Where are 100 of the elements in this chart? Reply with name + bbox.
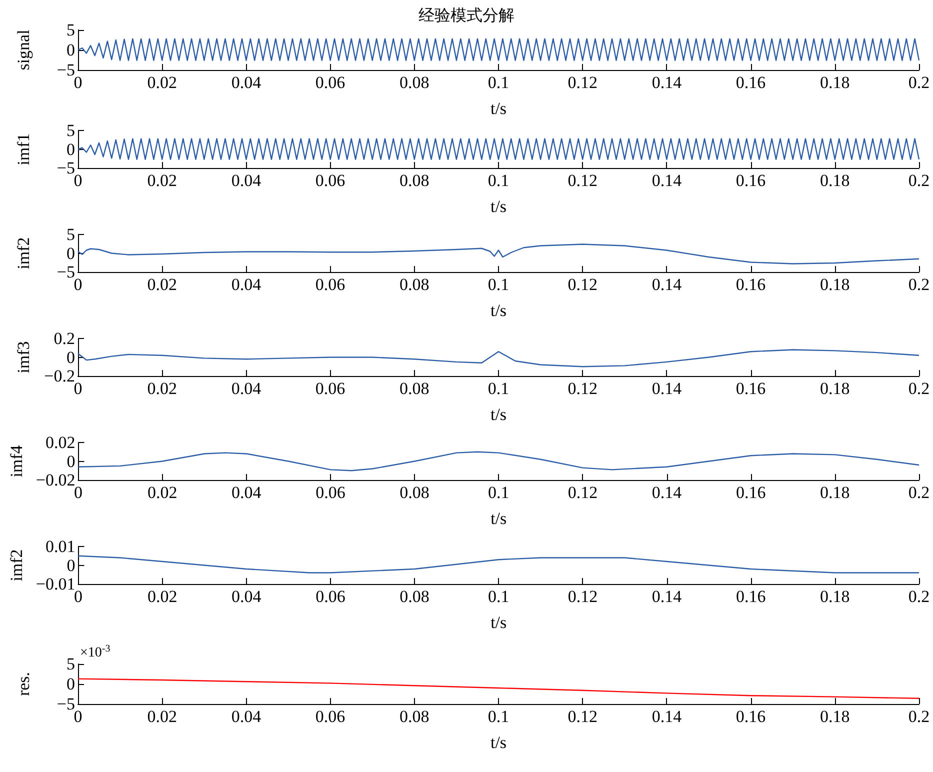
x-tick-label: 0.06 <box>315 275 346 294</box>
line-series <box>77 244 920 264</box>
x-tick-label: 0.04 <box>232 483 262 502</box>
x-tick-label: 0.1 <box>488 73 510 92</box>
y-tick-label: 5 <box>66 20 75 40</box>
x-tick-label: 0.1 <box>488 707 510 726</box>
x-tick-label: 0.12 <box>568 73 598 92</box>
x-tick-label: 0.2 <box>908 73 930 92</box>
x-tick-label: 0.08 <box>400 275 430 294</box>
x-tick-label: 0.08 <box>400 73 430 92</box>
y-tick-label: −5 <box>56 158 75 178</box>
x-tick-label: 0.16 <box>736 73 766 92</box>
x-axis-title: t/s <box>490 197 507 216</box>
x-tick-label: 0.1 <box>488 275 510 294</box>
x-tick-label: 0.18 <box>820 275 850 294</box>
y-tick-label: 0 <box>66 348 75 367</box>
line-series <box>77 349 920 368</box>
x-tick-label: 0.12 <box>568 483 598 502</box>
x-tick-label: 0.2 <box>908 707 930 726</box>
x-tick-label: 0.12 <box>568 707 598 726</box>
y-axis-title: imf2 <box>7 549 26 582</box>
y-tick-label: 0 <box>66 140 75 159</box>
x-tick-label: 0.18 <box>820 483 850 502</box>
x-tick-label: 0.02 <box>147 379 177 398</box>
x-tick-label: 0.04 <box>231 171 262 190</box>
x-axis-title: t/s <box>490 509 507 528</box>
y-axis-title: imf2 <box>14 237 33 270</box>
x-tick-label: 0.18 <box>820 587 850 606</box>
x-tick-label: 0.02 <box>147 171 177 190</box>
x-tick-label: 0.18 <box>820 707 850 726</box>
line-series <box>78 555 920 574</box>
x-tick-label: 0.1 <box>488 587 510 606</box>
x-tick-label: 0.08 <box>400 379 430 398</box>
x-tick-label: 0.14 <box>652 483 682 502</box>
x-tick-label: 0.08 <box>400 707 430 726</box>
x-tick-label: 0.2 <box>908 483 930 502</box>
y-tick-label: 0 <box>66 452 76 471</box>
x-tick-label: 0.16 <box>736 275 766 294</box>
x-tick-label: 0.14 <box>652 171 682 190</box>
x-tick-label: 0.02 <box>147 275 177 294</box>
x-tick-label: 0.02 <box>147 707 177 726</box>
x-tick-label: 0.2 <box>908 275 930 294</box>
x-tick-label: 0.08 <box>400 587 430 606</box>
line-series <box>78 451 920 472</box>
x-tick-label: 0.06 <box>315 379 346 398</box>
y-tick-label: 0 <box>66 556 76 575</box>
x-axis-title: t/s <box>490 405 507 424</box>
x-tick-label: 0.04 <box>231 73 262 92</box>
y-axis-title: signal <box>14 29 33 70</box>
y-tick-label: 5 <box>66 654 75 674</box>
x-tick-label: 0.02 <box>147 483 178 502</box>
y-tick-label: 0 <box>66 244 75 263</box>
x-tick-label: 0.16 <box>736 483 766 502</box>
y-tick-label: −5 <box>56 694 75 714</box>
y-tick-label: −0.01 <box>36 574 76 594</box>
x-tick-label: 0.14 <box>652 73 682 92</box>
x-tick-label: 0.12 <box>568 587 598 606</box>
y-axis-title: imf1 <box>14 133 33 166</box>
x-tick-label: 0.14 <box>652 275 682 294</box>
x-tick-label: 0.16 <box>736 587 766 606</box>
x-tick-label: 0.02 <box>147 587 178 606</box>
y-tick-label: 5 <box>66 225 75 244</box>
x-tick-label: 0.2 <box>908 587 930 606</box>
x-tick-label: 0.02 <box>147 73 177 92</box>
x-axis-title: t/s <box>490 733 507 752</box>
y-tick-label: −0.02 <box>36 470 76 490</box>
x-tick-label: 0.1 <box>488 483 510 502</box>
x-tick-label: 0.12 <box>568 379 598 398</box>
x-axis-title: t/s <box>490 613 507 632</box>
x-tick-label: 0.04 <box>231 275 262 294</box>
x-tick-label: 0.1 <box>488 171 510 190</box>
y-tick-label: −5 <box>56 262 75 282</box>
x-tick-label: 0.14 <box>652 587 682 606</box>
x-tick-label: 0.2 <box>908 379 930 398</box>
x-tick-label: 0.08 <box>400 483 430 502</box>
y-tick-label: −5 <box>56 60 75 80</box>
x-tick-label: 0.06 <box>315 171 346 190</box>
y-tick-label: −0.2 <box>44 366 75 386</box>
y-axis-title: res. <box>14 672 33 696</box>
y-axis-title: imf4 <box>7 444 26 478</box>
y-tick-label: 0 <box>66 40 75 60</box>
x-tick-label: 0.04 <box>232 587 262 606</box>
x-tick-label: 0.12 <box>568 171 598 190</box>
x-tick-label: 0.14 <box>652 379 682 398</box>
x-tick-label: 0.06 <box>315 707 346 726</box>
x-tick-label: 0.2 <box>908 171 930 190</box>
x-tick-label: 0.06 <box>315 73 346 92</box>
y-tick-label: 0.02 <box>45 433 76 452</box>
x-tick-label: 0.06 <box>316 483 346 502</box>
x-tick-label: 0.18 <box>820 171 850 190</box>
y-axis-title: imf3 <box>14 341 33 374</box>
x-tick-label: 0.16 <box>736 379 766 398</box>
x-tick-label: 0.04 <box>231 707 262 726</box>
line-series <box>77 678 920 699</box>
line-series <box>77 138 920 160</box>
x-axis-title: t/s <box>490 99 507 118</box>
x-tick-label: 0.14 <box>652 707 682 726</box>
x-tick-label: 0.08 <box>400 171 430 190</box>
y-tick-label: 0.2 <box>54 329 75 348</box>
x-tick-label: 0.1 <box>488 379 510 398</box>
